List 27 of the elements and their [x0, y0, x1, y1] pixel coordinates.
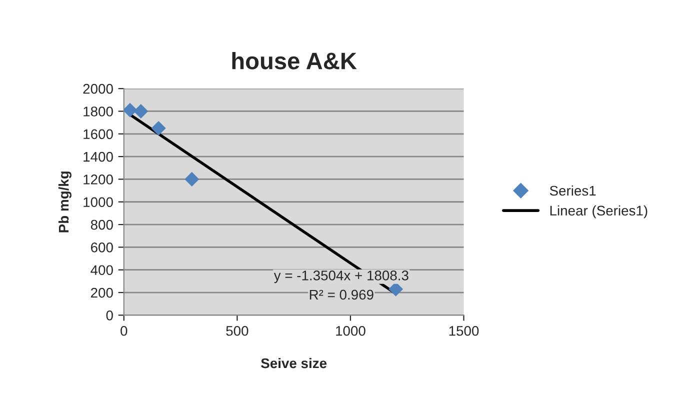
- y-tick-label: 1800: [84, 106, 113, 116]
- annotation: y = -1.3504x + 1808.3: [274, 270, 408, 284]
- y-tick-label: 0: [106, 310, 113, 320]
- x-tick-label: 500: [226, 326, 248, 336]
- point: [184, 172, 200, 187]
- x-axis-title: Seive size: [261, 358, 327, 368]
- point: [388, 282, 404, 296]
- annotation: R² = 0.969: [310, 290, 374, 300]
- point: [151, 120, 166, 136]
- x-tick-label: 0: [120, 326, 128, 336]
- y-tick-label: 800: [90, 220, 113, 230]
- x-tick-label: 1000: [336, 326, 366, 336]
- y-tick-label: 200: [91, 288, 113, 298]
- y-tick-label: 1600: [84, 129, 113, 140]
- x-tick-label: 1500: [449, 326, 479, 336]
- point: [134, 104, 148, 119]
- legend-label: Series1: [550, 185, 596, 196]
- y-tick-label: 400: [90, 265, 113, 276]
- y-tick-label: 1400: [84, 152, 113, 162]
- point: [124, 102, 138, 118]
- legend-label: Linear (Series1): [550, 205, 648, 218]
- y-axis-title: Pb mg/kg: [58, 172, 72, 232]
- y-tick-label: 1000: [84, 197, 113, 208]
- y-tick-label: 1200: [84, 174, 113, 184]
- y-tick-label: 2000: [83, 84, 113, 94]
- y-tick-label: 600: [91, 242, 113, 252]
- chart-title: house A&K: [232, 52, 357, 70]
